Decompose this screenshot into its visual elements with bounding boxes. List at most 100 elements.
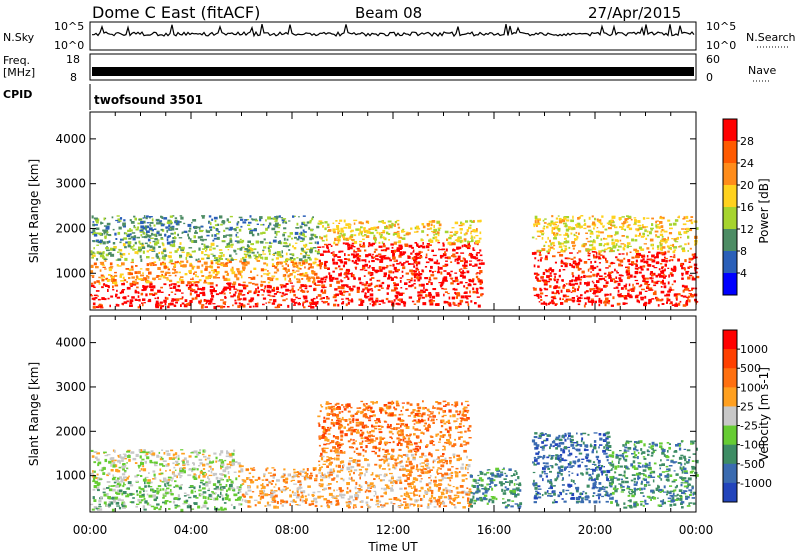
pixel (228, 234, 233, 237)
pixel (423, 494, 425, 498)
pixel (337, 259, 341, 261)
pixel (206, 257, 210, 260)
pixel (349, 235, 354, 238)
power-heatmap (90, 215, 700, 310)
pixel (216, 233, 220, 235)
pixel (130, 451, 135, 454)
pixel (135, 505, 138, 508)
pixel (90, 449, 94, 452)
pixel (92, 496, 95, 500)
pixel (149, 459, 153, 463)
pixel (336, 239, 340, 241)
pixel (276, 479, 280, 482)
pixel (134, 290, 137, 294)
pixel (209, 226, 213, 229)
pixel (552, 269, 555, 272)
velocity-heatmap (90, 400, 699, 512)
pixel (408, 284, 413, 287)
pixel (201, 239, 205, 242)
pixel (628, 283, 631, 287)
pixel (295, 504, 299, 506)
pixel (121, 283, 125, 286)
pixel (539, 289, 543, 292)
pixel (293, 471, 296, 474)
pixel (197, 288, 201, 291)
freq-tick-bottom: 8 (70, 71, 77, 84)
pixel (224, 264, 228, 267)
pixel (326, 504, 329, 506)
pixel (304, 287, 308, 290)
pixel (331, 496, 334, 498)
pixel (213, 497, 217, 501)
pixel (146, 230, 150, 233)
pixel (269, 285, 272, 289)
pixel (92, 488, 96, 491)
pixel (312, 271, 315, 275)
pixel (471, 239, 474, 243)
pixel (125, 488, 130, 490)
pixel (670, 273, 674, 277)
pixel (154, 476, 157, 480)
pixel (271, 302, 276, 305)
pixel (382, 456, 386, 458)
pixel (663, 253, 666, 255)
colorbar-swatch (723, 163, 737, 186)
pixel (354, 462, 359, 464)
pixel (220, 223, 223, 226)
pixel (351, 298, 353, 300)
pixel (198, 465, 201, 467)
pixel (262, 281, 266, 283)
pixel (289, 282, 293, 284)
pixel (145, 490, 148, 492)
pixel (260, 224, 264, 226)
pixel (347, 237, 352, 240)
pixel (280, 502, 282, 505)
pixel (544, 218, 547, 220)
pixel (341, 298, 344, 300)
pixel (138, 449, 142, 452)
pixel (100, 277, 104, 279)
pixel (404, 503, 409, 506)
pixel (249, 479, 253, 481)
pixel (277, 240, 281, 244)
pixel (571, 297, 575, 299)
pixel (152, 293, 156, 296)
pixel (446, 272, 451, 275)
pixel (274, 306, 279, 309)
pixel (196, 294, 200, 298)
pixel (370, 474, 373, 476)
pixel (428, 258, 431, 260)
pixel (571, 279, 574, 282)
pixel (317, 249, 320, 251)
pixel (465, 464, 469, 466)
pixel (426, 245, 430, 249)
pixel (109, 304, 111, 308)
pixel (567, 298, 572, 301)
pixel (604, 294, 607, 297)
pixel (225, 234, 230, 236)
pixel (357, 228, 361, 231)
pixel (560, 302, 564, 305)
pixel (156, 492, 160, 495)
pixel (283, 267, 287, 270)
pixel (324, 227, 327, 231)
pixel (359, 269, 364, 271)
pixel (404, 479, 408, 482)
pixel (544, 281, 548, 284)
pixel (363, 283, 367, 287)
pixel (356, 286, 360, 290)
pixel (478, 259, 481, 261)
pixel (602, 255, 605, 259)
pixel (121, 478, 125, 482)
pixel (452, 253, 456, 256)
pixel (130, 261, 134, 264)
pixel (344, 239, 347, 241)
pixel (427, 470, 430, 474)
pixel (476, 260, 481, 262)
pixel (268, 245, 272, 248)
pixel (579, 281, 582, 285)
pixel (162, 249, 167, 253)
pixel (675, 241, 679, 243)
pixel (257, 501, 261, 504)
pixel (266, 263, 269, 267)
